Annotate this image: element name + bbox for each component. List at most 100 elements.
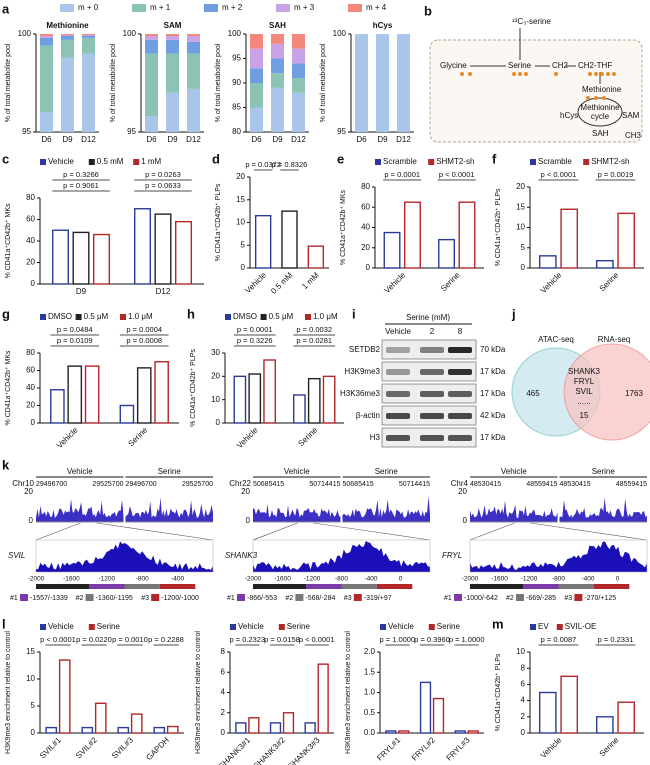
- x-tick-label: D9: [272, 135, 283, 144]
- region-range: -319/+97: [364, 595, 392, 602]
- region-bar: [593, 584, 630, 589]
- band: [448, 369, 472, 375]
- p-value: p = 0.0372: [245, 160, 281, 169]
- bar: [45, 726, 58, 734]
- band: [448, 347, 472, 353]
- p-value: p = 0.2331: [598, 635, 634, 644]
- x-tick-label: 1 mM: [300, 270, 321, 291]
- bar: [72, 231, 90, 285]
- zoom-frame: [35, 539, 214, 573]
- region-range: -1000/-642: [464, 595, 498, 602]
- zoom-axis-label: 0: [399, 576, 403, 583]
- bar-segment: [186, 41, 201, 54]
- y-tick-label: 95: [232, 54, 241, 63]
- coord: 29496700: [126, 481, 157, 488]
- node: CH2: [552, 61, 569, 70]
- condition: Serine: [375, 467, 399, 476]
- region-bar: [89, 584, 125, 589]
- bar: [383, 231, 401, 269]
- bar: [269, 722, 282, 734]
- bar-segment: [354, 34, 369, 132]
- legend-label: 0.5 mM: [97, 157, 124, 166]
- x-tick-label: Vehicle: [383, 270, 408, 295]
- cycle-arrow: [577, 97, 623, 127]
- carbon-dot: [468, 72, 472, 76]
- zoom-axis-label: -400: [581, 576, 594, 583]
- x-tick-label: Serine: [439, 270, 462, 293]
- scale: 20: [458, 487, 467, 496]
- y-axis-label: % CD41a⁺CD42b⁺ PLPs: [495, 653, 502, 731]
- coord: 29525700: [92, 481, 123, 488]
- region-range: -1360/-1195: [96, 595, 133, 602]
- p-value: p < 0.0001: [299, 635, 335, 644]
- size-label: 70 kDa: [480, 345, 506, 354]
- band: [386, 413, 410, 419]
- band: [386, 435, 410, 441]
- region-swatch: [85, 594, 94, 601]
- p-value: p = 0.0087: [541, 635, 577, 644]
- bar-segment: [249, 83, 264, 108]
- region-swatch: [295, 594, 304, 601]
- scale: 20: [24, 487, 33, 496]
- zoom-coverage: [36, 541, 213, 572]
- coverage: [342, 496, 430, 522]
- pathway-diagram: b ¹³C₃-serine Glycine Serine CH2 CH2-THF…: [424, 3, 643, 143]
- bar-segment: [81, 53, 96, 132]
- y-axis-label: % of total metabolite pool: [110, 43, 117, 122]
- p-value: p = 0.0010: [112, 635, 148, 644]
- scale: 20: [241, 487, 250, 496]
- p-value: p = 0.0633: [145, 181, 181, 190]
- legend-label: DMSO: [48, 312, 72, 321]
- y-tick-label: 15: [516, 202, 525, 211]
- x-tick-label: D6: [146, 135, 157, 144]
- legend-label: 0.5 μM: [84, 312, 109, 321]
- y-tick-label: 15: [26, 647, 35, 656]
- y-tick-label: 0: [521, 263, 526, 272]
- bar: [458, 201, 476, 269]
- region-bar: [306, 584, 342, 589]
- legend-swatch: [88, 159, 95, 165]
- carbon-dot: [518, 72, 522, 76]
- region-id: #3: [141, 595, 149, 602]
- lane-label: 2: [430, 327, 435, 336]
- bar-segment: [291, 63, 306, 79]
- bar: [154, 361, 169, 424]
- protein-label: SETDB2: [349, 345, 381, 354]
- zoom-axis-label: -1600: [274, 576, 291, 583]
- legend-label: Serine: [437, 622, 461, 631]
- p-value: p = 0.3266: [63, 170, 99, 179]
- y-tick-label: 10: [516, 647, 525, 656]
- bar-segment: [81, 34, 96, 36]
- bar: [281, 210, 298, 269]
- legend-label: Serine: [287, 622, 311, 631]
- bar-segment: [291, 48, 306, 64]
- region-range: -568/-284: [305, 595, 335, 602]
- p-value: p < 0.0001: [541, 170, 577, 179]
- y-tick-label: 0: [31, 279, 36, 288]
- y-tick-label: 0: [521, 728, 526, 737]
- bar: [94, 702, 107, 734]
- bar-segment: [186, 88, 201, 132]
- set-label: RNA-seq: [598, 335, 630, 344]
- bar: [263, 359, 276, 424]
- bar: [595, 260, 614, 269]
- bar: [560, 208, 579, 269]
- bar: [560, 675, 579, 734]
- y-tick-label: 20: [516, 182, 525, 191]
- gene-label: SVIL: [8, 551, 25, 560]
- legend-label: Vehicle: [48, 157, 74, 166]
- x-tick-label: SVIL#3: [110, 735, 135, 760]
- node: SAM: [622, 111, 640, 120]
- region-id: #1: [444, 595, 452, 602]
- legend-label: 1.0 μM: [313, 312, 338, 321]
- y-tick-label: 0: [366, 263, 371, 272]
- condition: Serine: [592, 467, 616, 476]
- bar: [248, 373, 262, 424]
- x-tick-label: D12: [291, 135, 306, 144]
- legend-swatch: [348, 4, 362, 12]
- legend-swatch: [428, 159, 435, 165]
- bar: [175, 220, 192, 285]
- y-tick-label: 100: [18, 29, 32, 38]
- bar-segment: [270, 58, 285, 74]
- y-tick-label: 1.5: [364, 667, 376, 676]
